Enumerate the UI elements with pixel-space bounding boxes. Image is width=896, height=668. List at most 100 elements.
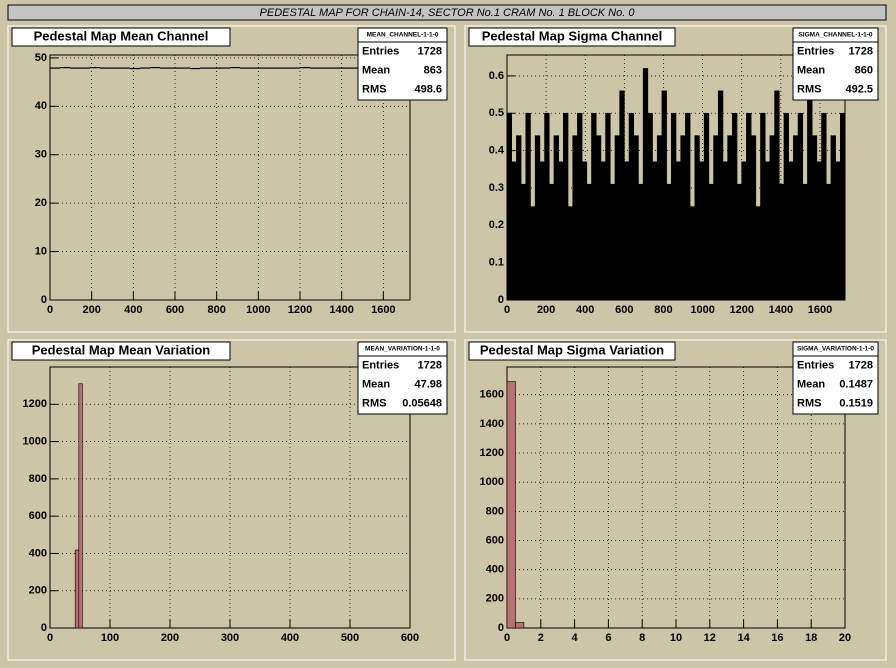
plot-frame	[49, 54, 411, 301]
stats-name: SIGMA_VARIATION-1-1-0	[797, 346, 874, 353]
y-tick-label: 10	[35, 245, 47, 257]
y-tick-label: 200	[29, 585, 47, 597]
y-tick-label: 0	[498, 294, 504, 306]
stats-label: Entries	[797, 359, 834, 371]
bar	[840, 112, 846, 301]
bar	[506, 112, 512, 301]
bar	[515, 622, 525, 629]
bar	[572, 135, 578, 301]
bar	[614, 135, 620, 301]
x-tick-label: 400	[576, 304, 594, 316]
bar	[511, 161, 517, 301]
bar	[755, 206, 761, 301]
x-tick-label: 600	[166, 304, 184, 316]
y-tick-label: 1000	[23, 435, 47, 447]
x-tick-label: 200	[82, 304, 100, 316]
stats-box	[357, 341, 448, 415]
y-tick-label: 0.6	[489, 70, 504, 82]
stats-label: Mean	[362, 64, 390, 76]
bar	[703, 112, 710, 301]
stats-value: 1728	[849, 45, 873, 57]
bar	[741, 161, 747, 301]
x-tick-label: 6	[605, 632, 611, 644]
y-tick-label: 50	[35, 52, 47, 64]
page-title: PEDESTAL MAP FOR CHAIN-14, SECTOR No.1 C…	[260, 7, 636, 19]
bar	[760, 112, 766, 301]
title-box	[11, 27, 231, 47]
bar	[694, 135, 700, 301]
bar	[516, 135, 522, 301]
y-tick-label: 0	[41, 294, 47, 306]
bar	[722, 161, 728, 301]
stats-value: 1728	[849, 359, 873, 371]
stats-label: Mean	[797, 64, 825, 76]
x-tick-label: 1000	[690, 304, 714, 316]
bar	[619, 90, 625, 301]
x-tick-label: 0	[504, 304, 510, 316]
y-tick-label: 30	[35, 149, 47, 161]
y-tick-label: 800	[486, 505, 504, 517]
stats-name: MEAN_VARIATION-1-1-0	[365, 346, 440, 353]
x-tick-label: 300	[221, 632, 239, 644]
bar	[605, 112, 611, 301]
x-tick-label: 10	[670, 632, 682, 644]
x-tick-label: 0	[47, 304, 53, 316]
x-tick-label: 14	[737, 632, 750, 644]
bar	[534, 135, 541, 301]
stats-label: RMS	[797, 83, 821, 95]
stats-label: RMS	[362, 397, 386, 409]
chart-title: Pedestal Map Sigma Channel	[482, 28, 663, 43]
bar	[548, 183, 555, 301]
title-box	[468, 27, 676, 47]
y-tick-label: 0	[41, 622, 47, 634]
bar	[680, 135, 686, 301]
x-tick-label: 200	[537, 304, 555, 316]
bar	[642, 68, 649, 301]
x-tick-label: 400	[124, 304, 142, 316]
y-tick-label: 40	[35, 100, 47, 112]
x-tick-label: 1400	[769, 304, 793, 316]
y-tick-label: 0	[498, 622, 504, 634]
bar	[732, 112, 738, 301]
bar	[563, 112, 569, 301]
y-tick-label: 1200	[23, 398, 47, 410]
y-tick-label: 400	[486, 564, 504, 576]
stats-value: 0.05648	[402, 397, 442, 409]
bar	[638, 183, 644, 301]
y-tick-label: 0.3	[489, 182, 504, 194]
bar	[797, 112, 804, 301]
bar	[553, 135, 559, 301]
y-tick-label: 1400	[480, 418, 504, 430]
plot-frame	[49, 366, 411, 629]
bar	[544, 112, 550, 301]
x-tick-label: 2	[538, 632, 544, 644]
x-tick-label: 100	[101, 632, 119, 644]
y-tick-label: 20	[35, 197, 47, 209]
bar	[825, 183, 832, 301]
title-box	[468, 341, 676, 361]
bar	[685, 112, 691, 301]
stats-label: Mean	[362, 378, 390, 390]
bar	[595, 135, 602, 301]
x-tick-label: 18	[805, 632, 817, 644]
bar	[647, 112, 653, 301]
y-tick-label: 0.4	[489, 145, 505, 157]
x-tick-label: 600	[615, 304, 633, 316]
bar	[666, 183, 672, 301]
bar	[586, 183, 592, 301]
y-tick-label: 1000	[480, 476, 504, 488]
stats-value: 47.98	[414, 378, 442, 390]
bar	[624, 161, 630, 301]
x-tick-label: 1600	[808, 304, 832, 316]
x-tick-label: 12	[704, 632, 716, 644]
stats-name: MEAN_CHANNEL-1-1-0	[367, 32, 439, 39]
bar	[764, 161, 771, 301]
bar	[807, 68, 813, 301]
y-tick-label: 600	[486, 534, 504, 546]
bar	[788, 161, 794, 301]
x-tick-label: 400	[281, 632, 299, 644]
bar	[600, 161, 606, 301]
bar	[783, 112, 789, 301]
y-tick-label: 600	[29, 510, 47, 522]
bar	[74, 549, 80, 629]
